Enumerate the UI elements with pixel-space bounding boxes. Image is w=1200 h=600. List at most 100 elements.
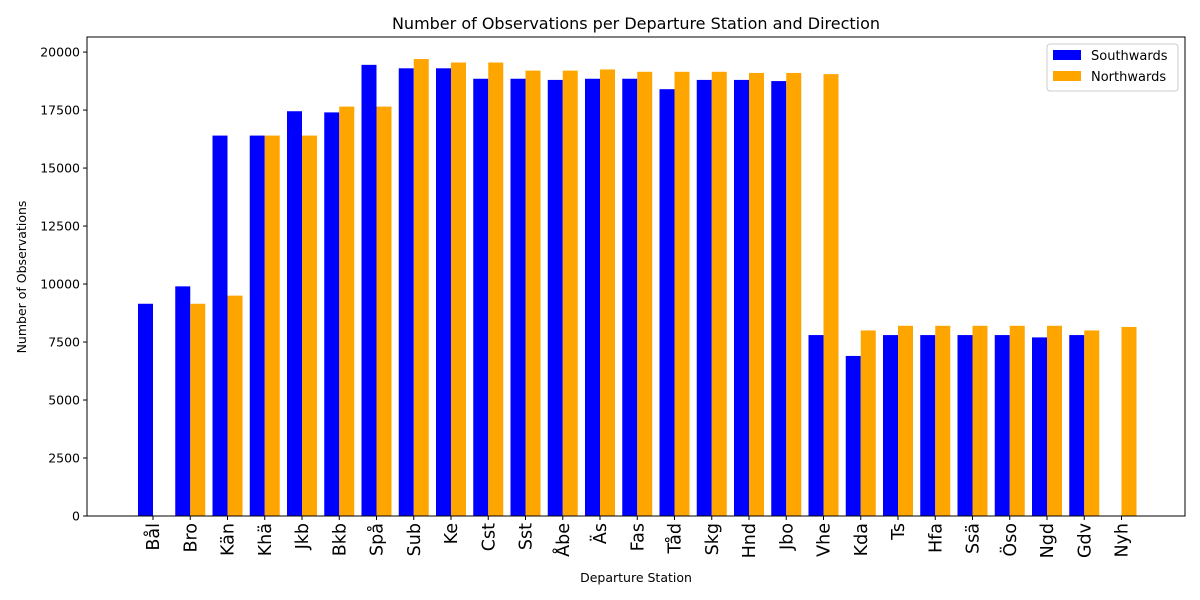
bar-northwards-2 xyxy=(190,303,206,516)
x-tick-label: Ts xyxy=(889,523,909,541)
legend-label-northwards: Northwards xyxy=(1091,70,1166,85)
x-axis: Bål Bro Kän Khä Jkb Bkb Spå Sub Ke Cst Sst Åbe Äs Fas… xyxy=(143,516,1133,558)
x-tick-label: Gdv xyxy=(1075,523,1095,558)
bars-group xyxy=(138,59,1137,517)
x-tick-label: Ssä xyxy=(964,523,984,554)
legend-swatch-northwards xyxy=(1053,71,1081,81)
y-tick-label: 17500 xyxy=(40,103,80,118)
bar-southwards-9 xyxy=(436,68,451,516)
x-tick-label: Sub xyxy=(405,523,425,556)
bar-southwards-6 xyxy=(324,112,340,516)
x-tick-label: Bål xyxy=(143,523,164,551)
legend: Southwards Northwards xyxy=(1046,43,1179,92)
bar-southwards-11 xyxy=(510,78,526,516)
bar-northwards-26 xyxy=(1084,330,1100,516)
bar-southwards-1 xyxy=(138,303,153,516)
bar-southwards-4 xyxy=(249,135,265,516)
bar-southwards-10 xyxy=(473,78,489,516)
bar-northwards-14 xyxy=(637,71,653,516)
bar-northwards-11 xyxy=(525,70,541,516)
bar-southwards-18 xyxy=(771,81,787,516)
bar-southwards-15 xyxy=(659,89,675,516)
bar-northwards-17 xyxy=(749,72,764,516)
x-tick-label: Cst xyxy=(479,523,499,551)
x-tick-label: Jbo xyxy=(777,523,797,551)
bar-northwards-3 xyxy=(227,295,243,516)
bar-northwards-16 xyxy=(711,71,727,516)
bar-northwards-23 xyxy=(972,325,988,516)
legend-swatch-southwards xyxy=(1053,50,1081,60)
bar-northwards-12 xyxy=(562,70,578,516)
x-tick-label: Ngd xyxy=(1038,523,1058,558)
bar-southwards-26 xyxy=(1069,335,1085,516)
bar-northwards-9 xyxy=(451,62,466,517)
bar-northwards-25 xyxy=(1047,325,1062,516)
x-tick-label: Tåd xyxy=(665,523,686,554)
x-tick-label: Ke xyxy=(442,523,462,544)
x-tick-label: Jkb xyxy=(293,523,313,550)
x-tick-label: Fas xyxy=(628,523,648,551)
bar-southwards-22 xyxy=(920,335,936,516)
bar-northwards-19 xyxy=(823,74,839,517)
bar-southwards-25 xyxy=(1032,337,1047,516)
bar-southwards-21 xyxy=(883,335,898,516)
bar-southwards-2 xyxy=(175,286,191,516)
x-tick-label: Nyh xyxy=(1113,523,1133,558)
bar-southwards-20 xyxy=(845,355,861,516)
bar-southwards-13 xyxy=(585,78,600,516)
bar-northwards-20 xyxy=(860,330,876,516)
y-tick-label: 20000 xyxy=(40,45,80,60)
y-tick-label: 5000 xyxy=(48,393,80,408)
bar-southwards-3 xyxy=(212,135,228,516)
x-tick-label: Skg xyxy=(703,523,723,555)
bar-northwards-21 xyxy=(898,325,913,516)
y-axis-label: Number of Observations xyxy=(14,201,29,354)
bar-northwards-15 xyxy=(674,71,690,516)
legend-label-southwards: Southwards xyxy=(1091,49,1168,64)
x-tick-label: Kda xyxy=(852,523,872,556)
plot-frame xyxy=(86,36,1186,517)
bar-northwards-10 xyxy=(488,62,504,517)
chart-title: Number of Observations per Departure Sta… xyxy=(392,14,880,33)
bar-southwards-12 xyxy=(547,79,563,516)
x-tick-label: Kän xyxy=(219,523,239,556)
bar-southwards-16 xyxy=(696,79,712,516)
bar-northwards-4 xyxy=(264,135,280,516)
x-tick-label: Äs xyxy=(590,523,611,544)
x-tick-label: Hnd xyxy=(740,523,760,558)
bar-northwards-6 xyxy=(339,106,355,516)
x-tick-label: Spå xyxy=(367,523,388,556)
x-tick-label: Åbe xyxy=(552,523,574,557)
y-tick-label: 7500 xyxy=(48,335,80,350)
x-tick-label: Sst xyxy=(517,523,537,550)
y-tick-label: 15000 xyxy=(40,161,80,176)
bar-northwards-13 xyxy=(600,69,615,516)
bar-southwards-24 xyxy=(994,335,1010,516)
bar-northwards-5 xyxy=(302,135,317,516)
bar-southwards-17 xyxy=(734,79,749,516)
bar-northwards-27 xyxy=(1121,326,1137,516)
x-axis-label: Departure Station xyxy=(580,570,692,585)
y-axis: 0 2500 5000 7500 10000 12500 15000 17500 20000 xyxy=(40,45,87,524)
bar-southwards-8 xyxy=(398,68,414,516)
y-tick-label: 0 xyxy=(72,509,80,524)
y-tick-label: 12500 xyxy=(40,219,80,234)
x-tick-label: Hfa xyxy=(926,523,946,553)
x-tick-label: Khä xyxy=(256,523,276,556)
bar-southwards-19 xyxy=(808,335,824,516)
bar-northwards-24 xyxy=(1009,325,1025,516)
x-tick-label: Vhe xyxy=(815,523,835,557)
bar-northwards-18 xyxy=(786,72,802,516)
x-tick-label: Bkb xyxy=(330,523,350,556)
y-tick-label: 10000 xyxy=(40,277,80,292)
x-tick-label: Öso xyxy=(999,523,1021,557)
bar-southwards-23 xyxy=(957,335,973,516)
bar-northwards-8 xyxy=(413,59,429,516)
bar-southwards-5 xyxy=(287,111,302,516)
x-tick-label: Bro xyxy=(181,523,201,553)
y-tick-label: 2500 xyxy=(48,451,80,466)
bar-southwards-14 xyxy=(622,78,638,516)
bar-southwards-7 xyxy=(361,64,377,516)
bar-northwards-7 xyxy=(376,106,392,516)
